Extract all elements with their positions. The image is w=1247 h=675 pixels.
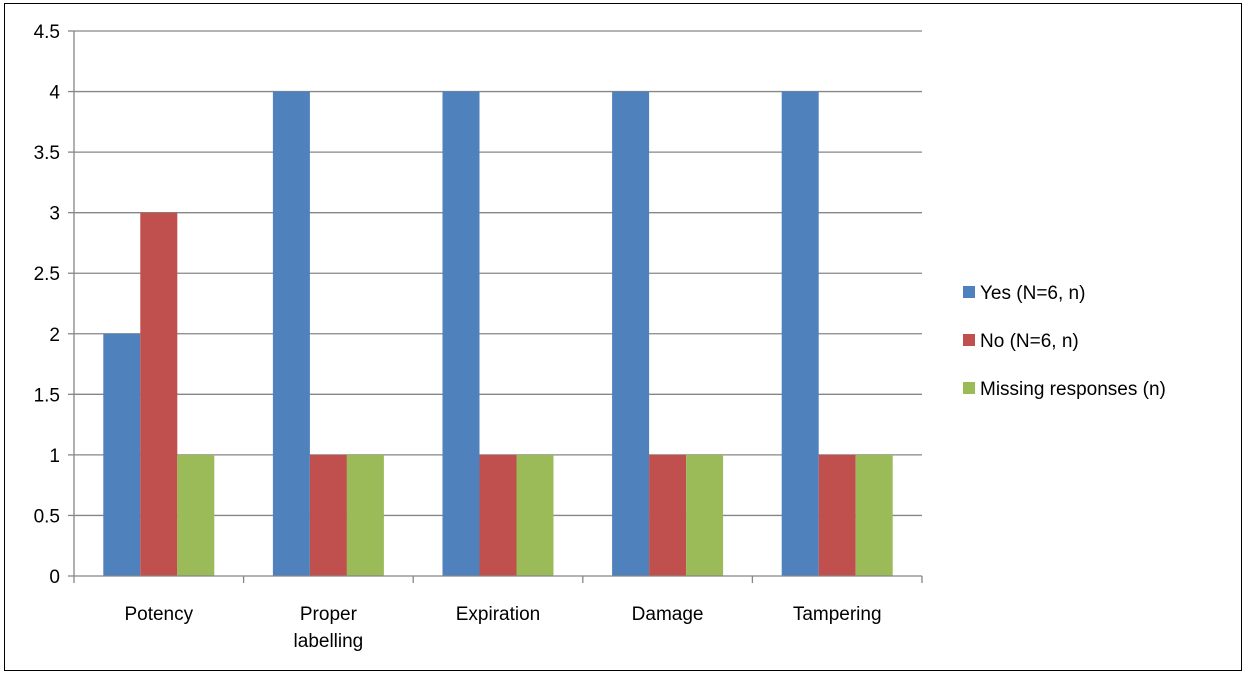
bar-missing <box>686 454 724 576</box>
bar-no <box>140 212 178 576</box>
bar-missing <box>346 454 384 576</box>
y-tick-label: 1 <box>49 446 60 467</box>
y-tick-label: 3.5 <box>34 143 60 164</box>
y-tick-label: 4.5 <box>34 22 60 43</box>
x-tick-label-line: Damage <box>632 604 704 625</box>
y-tick-label: 0.5 <box>34 506 60 527</box>
x-tick-label: Damage <box>632 604 704 625</box>
legend-label: Yes (N=6, n) <box>980 283 1085 304</box>
bar-missing <box>516 454 554 576</box>
x-tick-label: Potency <box>124 604 193 625</box>
bars <box>103 91 893 577</box>
x-tick-label-line: Tampering <box>793 604 882 625</box>
bar-yes <box>442 91 480 577</box>
y-tick-label: 1.5 <box>34 385 60 406</box>
legend-label: No (N=6, n) <box>980 331 1079 352</box>
y-tick-label: 3 <box>49 204 60 225</box>
x-tick-label: Proper labelling <box>294 604 364 652</box>
x-tick-label-line: Proper <box>300 604 358 625</box>
bar-no <box>818 454 856 576</box>
bar-missing <box>855 454 893 576</box>
x-tick-label-line: Potency <box>124 604 193 625</box>
y-tick-label: 2.5 <box>34 264 60 285</box>
legend-swatch <box>963 382 975 394</box>
axes <box>68 30 923 583</box>
bar-no <box>479 454 517 576</box>
tick-labels: 0 0.5 1 1.5 2 2.5 3 3.5 4 4.5 Potency Proper labelli… <box>34 22 882 652</box>
x-tick-label-line: Expiration <box>456 604 541 625</box>
bar-yes <box>781 91 819 577</box>
legend-label: Missing responses (n) <box>980 379 1166 400</box>
legend-swatch <box>963 286 975 298</box>
x-tick-label: Tampering <box>793 604 882 625</box>
legend-swatch <box>963 334 975 346</box>
bar-yes <box>103 333 141 576</box>
bar-yes <box>612 91 650 577</box>
bar-no <box>309 454 347 576</box>
bar-no <box>649 454 687 576</box>
x-tick-label: Expiration <box>456 604 541 625</box>
y-tick-label: 4 <box>49 83 60 104</box>
x-tick-label-line: labelling <box>294 631 364 652</box>
y-tick-label: 0 <box>49 567 60 588</box>
legend: Yes (N=6, n) No (N=6, n) Missing responses… <box>963 283 1166 400</box>
bar-yes <box>272 91 310 577</box>
bar-missing <box>177 454 215 576</box>
y-tick-label: 2 <box>49 325 60 346</box>
gridlines <box>74 30 922 517</box>
